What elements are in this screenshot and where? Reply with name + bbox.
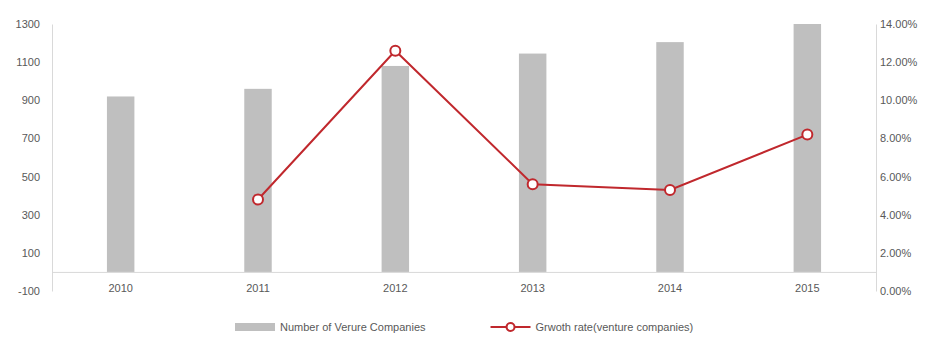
legend-label: Grwoth rate(venture companies) [536,321,694,333]
tick-label: -100 [18,285,40,297]
tick: 900 [22,94,52,106]
marker [665,185,675,195]
tick-label: 2015 [795,282,819,294]
tick: 2012 [383,272,407,294]
tick: 6.00% [876,171,911,183]
tick-label: 4.00% [880,209,911,221]
tick-label: 14.00% [880,18,918,30]
axis-line [876,25,877,292]
tick: 2.00% [876,247,911,259]
tick: 12.00% [876,56,918,68]
tick: 2013 [520,272,544,294]
tick: 1300 [16,18,52,30]
bar [656,42,683,272]
tick: 2010 [108,272,132,294]
tick: 4.00% [876,209,911,221]
tick: 10.00% [876,94,918,106]
legend-item: Number of Verure Companies [235,321,426,333]
tick-label: 2013 [520,282,544,294]
marker-group [253,46,812,205]
tick: 300 [22,209,52,221]
tick-label: 6.00% [880,171,911,183]
bar [794,24,821,272]
tick-label: 2010 [108,282,132,294]
legend-item: Grwoth rate(venture companies) [491,321,694,333]
marker [802,130,812,140]
tick-label: 10.00% [880,94,918,106]
tick-label: 900 [22,94,40,106]
tick: 0.00% [876,285,911,297]
tick: 2011 [246,272,270,294]
bar [519,54,546,272]
legend-swatch [235,323,275,331]
tick-label: 300 [22,209,40,221]
tick-label: 12.00% [880,56,918,68]
tick-label: 2011 [246,282,270,294]
tick-label: 2.00% [880,247,911,259]
bar [382,66,409,272]
y-axis: -100 100 300 500 700 900 1100 1300 [16,18,53,297]
marker [528,179,538,189]
tick: 2014 [658,272,682,294]
tick: 8.00% [876,132,911,144]
tick-label: 2012 [383,282,407,294]
tick-label: 1300 [16,18,40,30]
tick-label: 500 [22,171,40,183]
legend-marker [507,323,515,331]
axis-line [52,25,53,292]
tick: 500 [22,171,52,183]
tick: -100 [18,285,52,297]
line [258,51,807,200]
tick-label: 100 [22,247,40,259]
marker [253,194,263,204]
bar-series [107,24,821,272]
tick: 14.00% [876,18,918,30]
tick-label: 1100 [16,56,40,68]
y2-axis: 0.00% 2.00% 4.00% 6.00% 8.00% 10.00% 12.00% 14.… [876,18,918,297]
tick: 100 [22,247,52,259]
tick-label: 0.00% [880,285,911,297]
tick: 700 [22,132,52,144]
marker [390,46,400,56]
tick: 1100 [16,56,52,68]
bar [107,96,134,271]
tick-label: 2014 [658,282,682,294]
bar [244,89,271,272]
x-axis: 2010 2011 2012 2013 2014 2015 [53,272,877,294]
axis-line [53,272,877,273]
tick-label: 700 [22,132,40,144]
tick: 2015 [795,272,819,294]
plot-area [107,24,821,272]
legend: Number of Verure Companies Grwoth rate(ve… [235,321,693,333]
chart: -100 100 300 500 700 900 1100 1300 0.00% 2.00% 4.0… [0,0,945,354]
tick-label: 8.00% [880,132,911,144]
legend-label: Number of Verure Companies [280,321,426,333]
